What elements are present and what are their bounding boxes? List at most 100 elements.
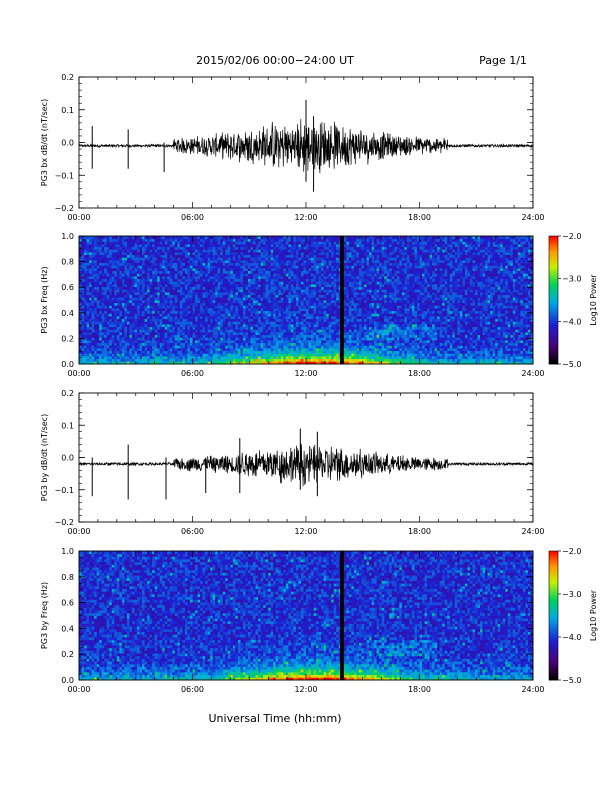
spectrogram-cell xyxy=(200,359,203,362)
spectrogram-cell xyxy=(198,263,201,266)
spectrogram-cell xyxy=(165,260,168,263)
spectrogram-cell xyxy=(102,284,105,287)
spectrogram-cell xyxy=(256,359,259,362)
spectrogram-cell xyxy=(94,300,97,303)
spectrogram-cell xyxy=(240,239,243,242)
spectrogram-cell xyxy=(286,287,289,290)
spectrogram-cell xyxy=(256,353,259,356)
spectrogram-cell xyxy=(286,260,289,263)
spectrogram-cell xyxy=(82,241,85,244)
spectrogram-cell xyxy=(225,263,228,266)
spectrogram-cell xyxy=(215,281,218,284)
spectrogram-cell xyxy=(92,281,95,284)
spectrogram-cell xyxy=(190,257,193,260)
spectrogram-cell xyxy=(306,276,309,279)
spectrogram-cell xyxy=(124,340,127,343)
spectrogram-cell xyxy=(160,313,163,316)
spectrogram-cell xyxy=(286,351,289,354)
spectrogram-cell xyxy=(301,319,304,322)
spectrogram-cell xyxy=(109,337,112,340)
spectrogram-cell xyxy=(180,340,183,343)
spectrogram-cell xyxy=(220,239,223,242)
spectrogram-cell xyxy=(155,279,158,282)
spectrogram-cell xyxy=(268,300,271,303)
spectrogram-cell xyxy=(238,236,241,239)
spectrogram-cell xyxy=(296,241,299,244)
spectrogram-cell xyxy=(321,297,324,300)
spectrogram-cell xyxy=(165,337,168,340)
spectrogram-cell xyxy=(94,335,97,338)
spectrogram-cell xyxy=(314,340,317,343)
spectrogram-cell xyxy=(155,332,158,335)
spectrogram-cell xyxy=(119,343,122,346)
spectrogram-cell xyxy=(114,356,117,359)
spectrogram-cell xyxy=(248,340,251,343)
spectrogram-cell xyxy=(114,244,117,247)
spectrogram-cell xyxy=(316,300,319,303)
spectrogram-cell xyxy=(266,244,269,247)
spectrogram-cell xyxy=(261,295,264,298)
spectrogram-cell xyxy=(268,287,271,290)
spectrogram-cell xyxy=(326,236,329,239)
spectrogram-cell xyxy=(97,353,100,356)
spectrogram-cell xyxy=(89,239,92,242)
spectrogram-cell xyxy=(152,303,155,306)
spectrogram-cell xyxy=(278,337,281,340)
spectrogram-cell xyxy=(235,319,238,322)
spectrogram-cell xyxy=(102,273,105,276)
spectrogram-cell xyxy=(326,239,329,242)
spectrogram-cell xyxy=(89,300,92,303)
spectrogram-cell xyxy=(205,276,208,279)
spectrogram-cell xyxy=(273,252,276,255)
spectrogram-cell xyxy=(195,356,198,359)
spectrogram-cell xyxy=(190,319,193,322)
spectrogram-cell xyxy=(273,276,276,279)
spectrogram-cell xyxy=(104,257,107,260)
spectrogram-cell xyxy=(218,247,221,250)
spectrogram-cell xyxy=(99,265,102,268)
spectrogram-cell xyxy=(89,329,92,332)
spectrogram-cell xyxy=(248,308,251,311)
spectrogram-cell xyxy=(150,265,153,268)
spectrogram-cell xyxy=(195,313,198,316)
spectrogram-cell xyxy=(243,260,246,263)
spectrogram-cell xyxy=(233,276,236,279)
spectrogram-cell xyxy=(187,351,190,354)
spectrogram-cell xyxy=(137,308,140,311)
spectrogram-cell xyxy=(316,260,319,263)
spectrogram-cell xyxy=(283,287,286,290)
spectrogram-cell xyxy=(238,348,241,351)
spectrogram-cell xyxy=(142,268,145,271)
spectrogram-cell xyxy=(182,343,185,346)
spectrogram-cell xyxy=(145,329,148,332)
spectrogram-cell xyxy=(210,353,213,356)
spectrogram-cell xyxy=(129,359,132,362)
spectrogram-cell xyxy=(271,356,274,359)
spectrogram-cell xyxy=(261,279,264,282)
spectrogram-cell xyxy=(172,335,175,338)
spectrogram-cell xyxy=(276,260,279,263)
spectrogram-cell xyxy=(233,239,236,242)
spectrogram-cell xyxy=(303,260,306,263)
spectrogram-cell xyxy=(170,308,173,311)
spectrogram-cell xyxy=(263,244,266,247)
spectrogram-cell xyxy=(218,292,221,295)
spectrogram-cell xyxy=(208,249,211,252)
spectrogram-cell xyxy=(286,241,289,244)
spectrogram-cell xyxy=(256,303,259,306)
spectrogram-cell xyxy=(145,300,148,303)
spectrogram-cell xyxy=(324,316,327,319)
spectrogram-cell xyxy=(215,348,218,351)
spectrogram-cell xyxy=(273,263,276,266)
spectrogram-cell xyxy=(175,273,178,276)
spectrogram-cell xyxy=(187,249,190,252)
spectrogram-cell xyxy=(248,249,251,252)
spectrogram-cell xyxy=(200,351,203,354)
spectrogram-cell xyxy=(185,300,188,303)
spectrogram-cell xyxy=(198,313,201,316)
spectrogram-cell xyxy=(104,319,107,322)
spectrogram-cell xyxy=(263,353,266,356)
spectrogram-cell xyxy=(124,247,127,250)
spectrogram-cell xyxy=(306,268,309,271)
spectrogram-cell xyxy=(235,252,238,255)
